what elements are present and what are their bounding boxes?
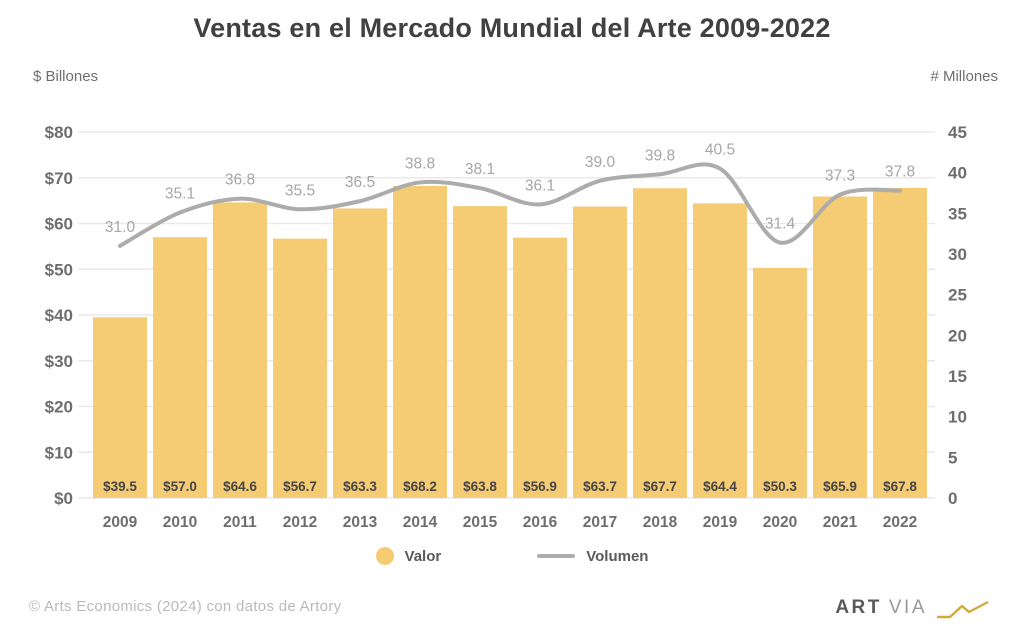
chart-legend: Valor Volumen (0, 547, 1024, 565)
right-axis-tick: 10 (948, 408, 967, 427)
x-axis-label: 2017 (583, 514, 617, 531)
right-axis-tick: 25 (948, 286, 967, 305)
line-value-label: 37.3 (825, 168, 855, 185)
bar-2010 (153, 237, 207, 498)
right-axis-tick: 35 (948, 204, 967, 223)
line-value-label: 35.1 (165, 186, 195, 203)
bar-2019 (693, 203, 747, 498)
left-axis-tick: $20 (45, 398, 73, 417)
bar-2012 (273, 238, 327, 498)
x-axis-label: 2020 (763, 514, 797, 531)
chart-title: Ventas en el Mercado Mundial del Arte 20… (193, 13, 831, 43)
bar-value-label: $63.7 (583, 479, 617, 494)
logo-text-via: VIA (888, 597, 927, 618)
line-value-label: 36.1 (525, 177, 555, 194)
bar-value-label: $56.7 (283, 479, 317, 494)
legend-item-valor: Valor (375, 547, 442, 565)
x-axis-label: 2018 (643, 514, 678, 531)
bar-value-label: $50.3 (763, 479, 797, 494)
bar-value-label: $63.3 (343, 479, 377, 494)
bar-2017 (573, 206, 627, 498)
legend-volumen-label: Volumen (586, 547, 649, 565)
bar-2015 (453, 206, 507, 499)
left-axis-tick: $80 (45, 123, 73, 142)
left-axis-tick: $0 (54, 489, 73, 508)
artvia-logo: ART VIA (835, 596, 990, 620)
bar-value-label: $67.8 (883, 479, 917, 494)
bar-2009 (93, 317, 147, 498)
bar-value-label: $65.9 (823, 479, 857, 494)
right-axis-tick: 0 (948, 489, 957, 508)
logo-text-art: ART (835, 597, 882, 618)
left-axis-tick: $60 (45, 215, 73, 234)
left-axis-tick: $70 (45, 169, 73, 188)
x-axis-label: 2009 (103, 514, 138, 531)
legend-item-volumen: Volumen (537, 548, 648, 565)
x-axis-label: 2012 (283, 514, 317, 531)
right-axis-tick: 30 (948, 245, 967, 264)
logo-zigzag-path (937, 600, 989, 619)
valor-swatch-icon (375, 547, 394, 565)
line-value-label: 31.0 (105, 219, 136, 236)
x-axis-label: 2013 (343, 514, 378, 531)
volumen-swatch-icon (537, 554, 576, 558)
right-axis-tick: 15 (948, 367, 967, 386)
right-axis-tick: 40 (948, 164, 967, 183)
line-value-label: 37.8 (885, 164, 915, 181)
x-axis-label: 2014 (403, 514, 438, 531)
bar-2011 (213, 202, 267, 498)
line-value-label: 36.5 (345, 174, 375, 191)
right-axis-unit-label: # Millones (930, 68, 998, 85)
bar-value-label: $64.6 (223, 479, 257, 494)
volumen-line (118, 162, 902, 248)
left-axis-tick: $10 (45, 443, 73, 462)
x-axis-label: 2016 (523, 514, 558, 531)
chart-plot-area: $0 $10 $20 $30 $40 $50 $60 $70 $80 0 5 10 15 20 25 30 35… (45, 123, 967, 531)
bar-value-label: $56.9 (523, 479, 557, 494)
x-axis-label: 2022 (883, 514, 917, 531)
right-axis-tick: 45 (948, 123, 967, 142)
x-axis-label: 2010 (163, 514, 197, 531)
line-value-label: 38.8 (405, 155, 435, 172)
line-value-label: 40.5 (705, 142, 735, 159)
logo-zigzag-icon (937, 600, 989, 619)
line-value-label: 38.1 (465, 161, 495, 178)
line-value-label: 36.8 (225, 172, 255, 189)
footer: © Arts Economics (2024) con datos de Art… (0, 594, 1024, 624)
line-value-label: 39.8 (645, 147, 675, 164)
bar-2020 (753, 267, 807, 498)
bar-2018 (633, 188, 687, 498)
line-value-label: 31.4 (765, 216, 796, 233)
copyright-text: © Arts Economics (2024) con datos de Art… (29, 598, 342, 615)
bar-value-label: $64.4 (703, 479, 737, 494)
left-axis-tick: $50 (45, 260, 73, 279)
bar-value-label: $57.0 (163, 479, 197, 494)
x-axis-label: 2021 (823, 514, 858, 531)
x-axis-label: 2015 (463, 514, 498, 531)
bar-value-label: $67.7 (643, 479, 677, 494)
legend-valor-label: Valor (404, 547, 442, 565)
bar-value-label: $39.5 (103, 479, 137, 494)
bar-2021 (813, 196, 867, 498)
bar-value-label: $68.2 (403, 479, 437, 494)
bar-2022 (873, 187, 927, 498)
bar-value-label: $63.8 (463, 479, 497, 494)
left-axis-tick: $40 (45, 306, 73, 325)
bar-2016 (513, 237, 567, 498)
left-axis-unit-label: $ Billones (33, 68, 99, 85)
x-axis-label: 2019 (703, 514, 738, 531)
line-value-label: 39.0 (585, 154, 616, 171)
bar-2013 (333, 208, 387, 498)
right-axis-tick: 5 (948, 448, 957, 467)
right-axis-tick: 20 (948, 326, 967, 345)
x-axis-label: 2011 (223, 514, 257, 531)
bar-2014 (393, 185, 447, 499)
left-axis-tick: $30 (45, 352, 73, 371)
line-value-label: 35.5 (285, 182, 315, 199)
